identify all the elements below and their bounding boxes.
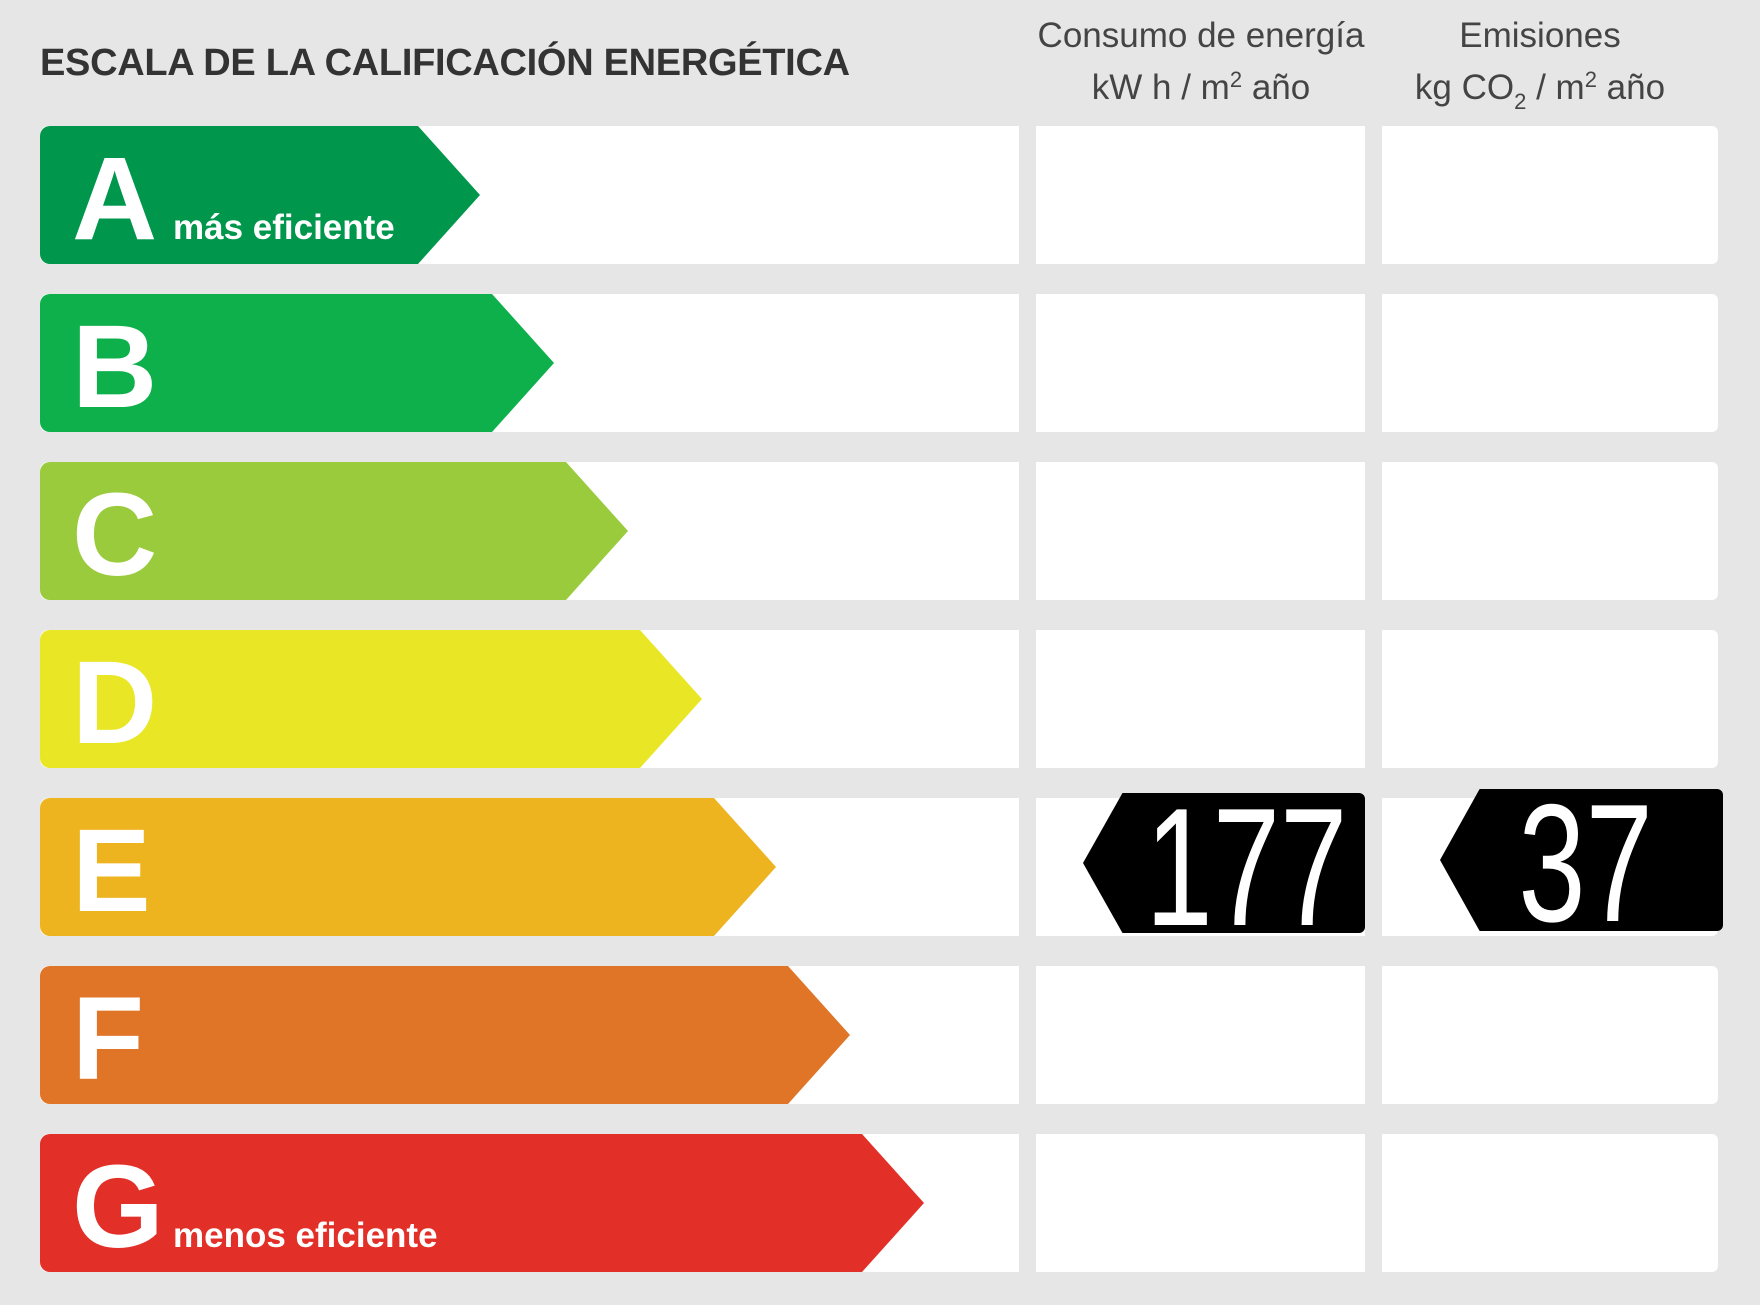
energy-cell [1036, 966, 1365, 1104]
energy-header-unit: kW h / m2 año [1091, 67, 1311, 107]
rating-letter: G [72, 1141, 164, 1273]
emissions-cell [1382, 1134, 1718, 1272]
energy-header-label: Consumo de energía [1037, 16, 1365, 55]
rating-arrow-e: E [40, 798, 776, 936]
rating-label: más eficiente [173, 208, 395, 247]
rating-arrow-g: G menos eficiente [40, 1134, 924, 1272]
energy-cell [1036, 294, 1365, 432]
energy-value: 177 [1145, 773, 1347, 961]
energy-cell [1036, 630, 1365, 768]
rating-arrow-f: F [40, 966, 850, 1104]
emissions-column-header: Emisiones kg CO2 / m2 año [1380, 10, 1700, 114]
rating-arrow-c: C [40, 462, 628, 600]
rating-arrow-d: D [40, 630, 702, 768]
emissions-value-badge: 37 [1440, 789, 1723, 931]
rating-letter: B [72, 301, 158, 433]
energy-cell [1036, 462, 1365, 600]
emissions-cell [1382, 126, 1718, 264]
emissions-header-label: Emisiones [1459, 16, 1621, 55]
rating-arrow-b: B [40, 294, 554, 432]
chart-title: ESCALA DE LA CALIFICACIÓN ENERGÉTICA [40, 42, 850, 84]
emissions-cell [1382, 630, 1718, 768]
emissions-value: 37 [1518, 769, 1653, 957]
emissions-header-unit: kg CO2 / m2 año [1414, 67, 1666, 114]
rating-label: menos eficiente [173, 1216, 438, 1255]
emissions-cell [1382, 966, 1718, 1104]
emissions-cell [1382, 462, 1718, 600]
rating-letter: C [72, 469, 158, 601]
energy-cell [1036, 1134, 1365, 1272]
emissions-cell [1382, 294, 1718, 432]
rating-letter: F [72, 973, 145, 1105]
rating-letter: D [72, 637, 158, 769]
energy-value-badge: 177 [1083, 793, 1365, 933]
rating-arrow-a: A más eficiente [40, 126, 480, 264]
energy-cell [1036, 126, 1365, 264]
rating-letter: E [72, 805, 151, 937]
energy-column-header: Consumo de energía kW h / m2 año [1018, 10, 1384, 114]
rating-letter: A [72, 133, 158, 265]
